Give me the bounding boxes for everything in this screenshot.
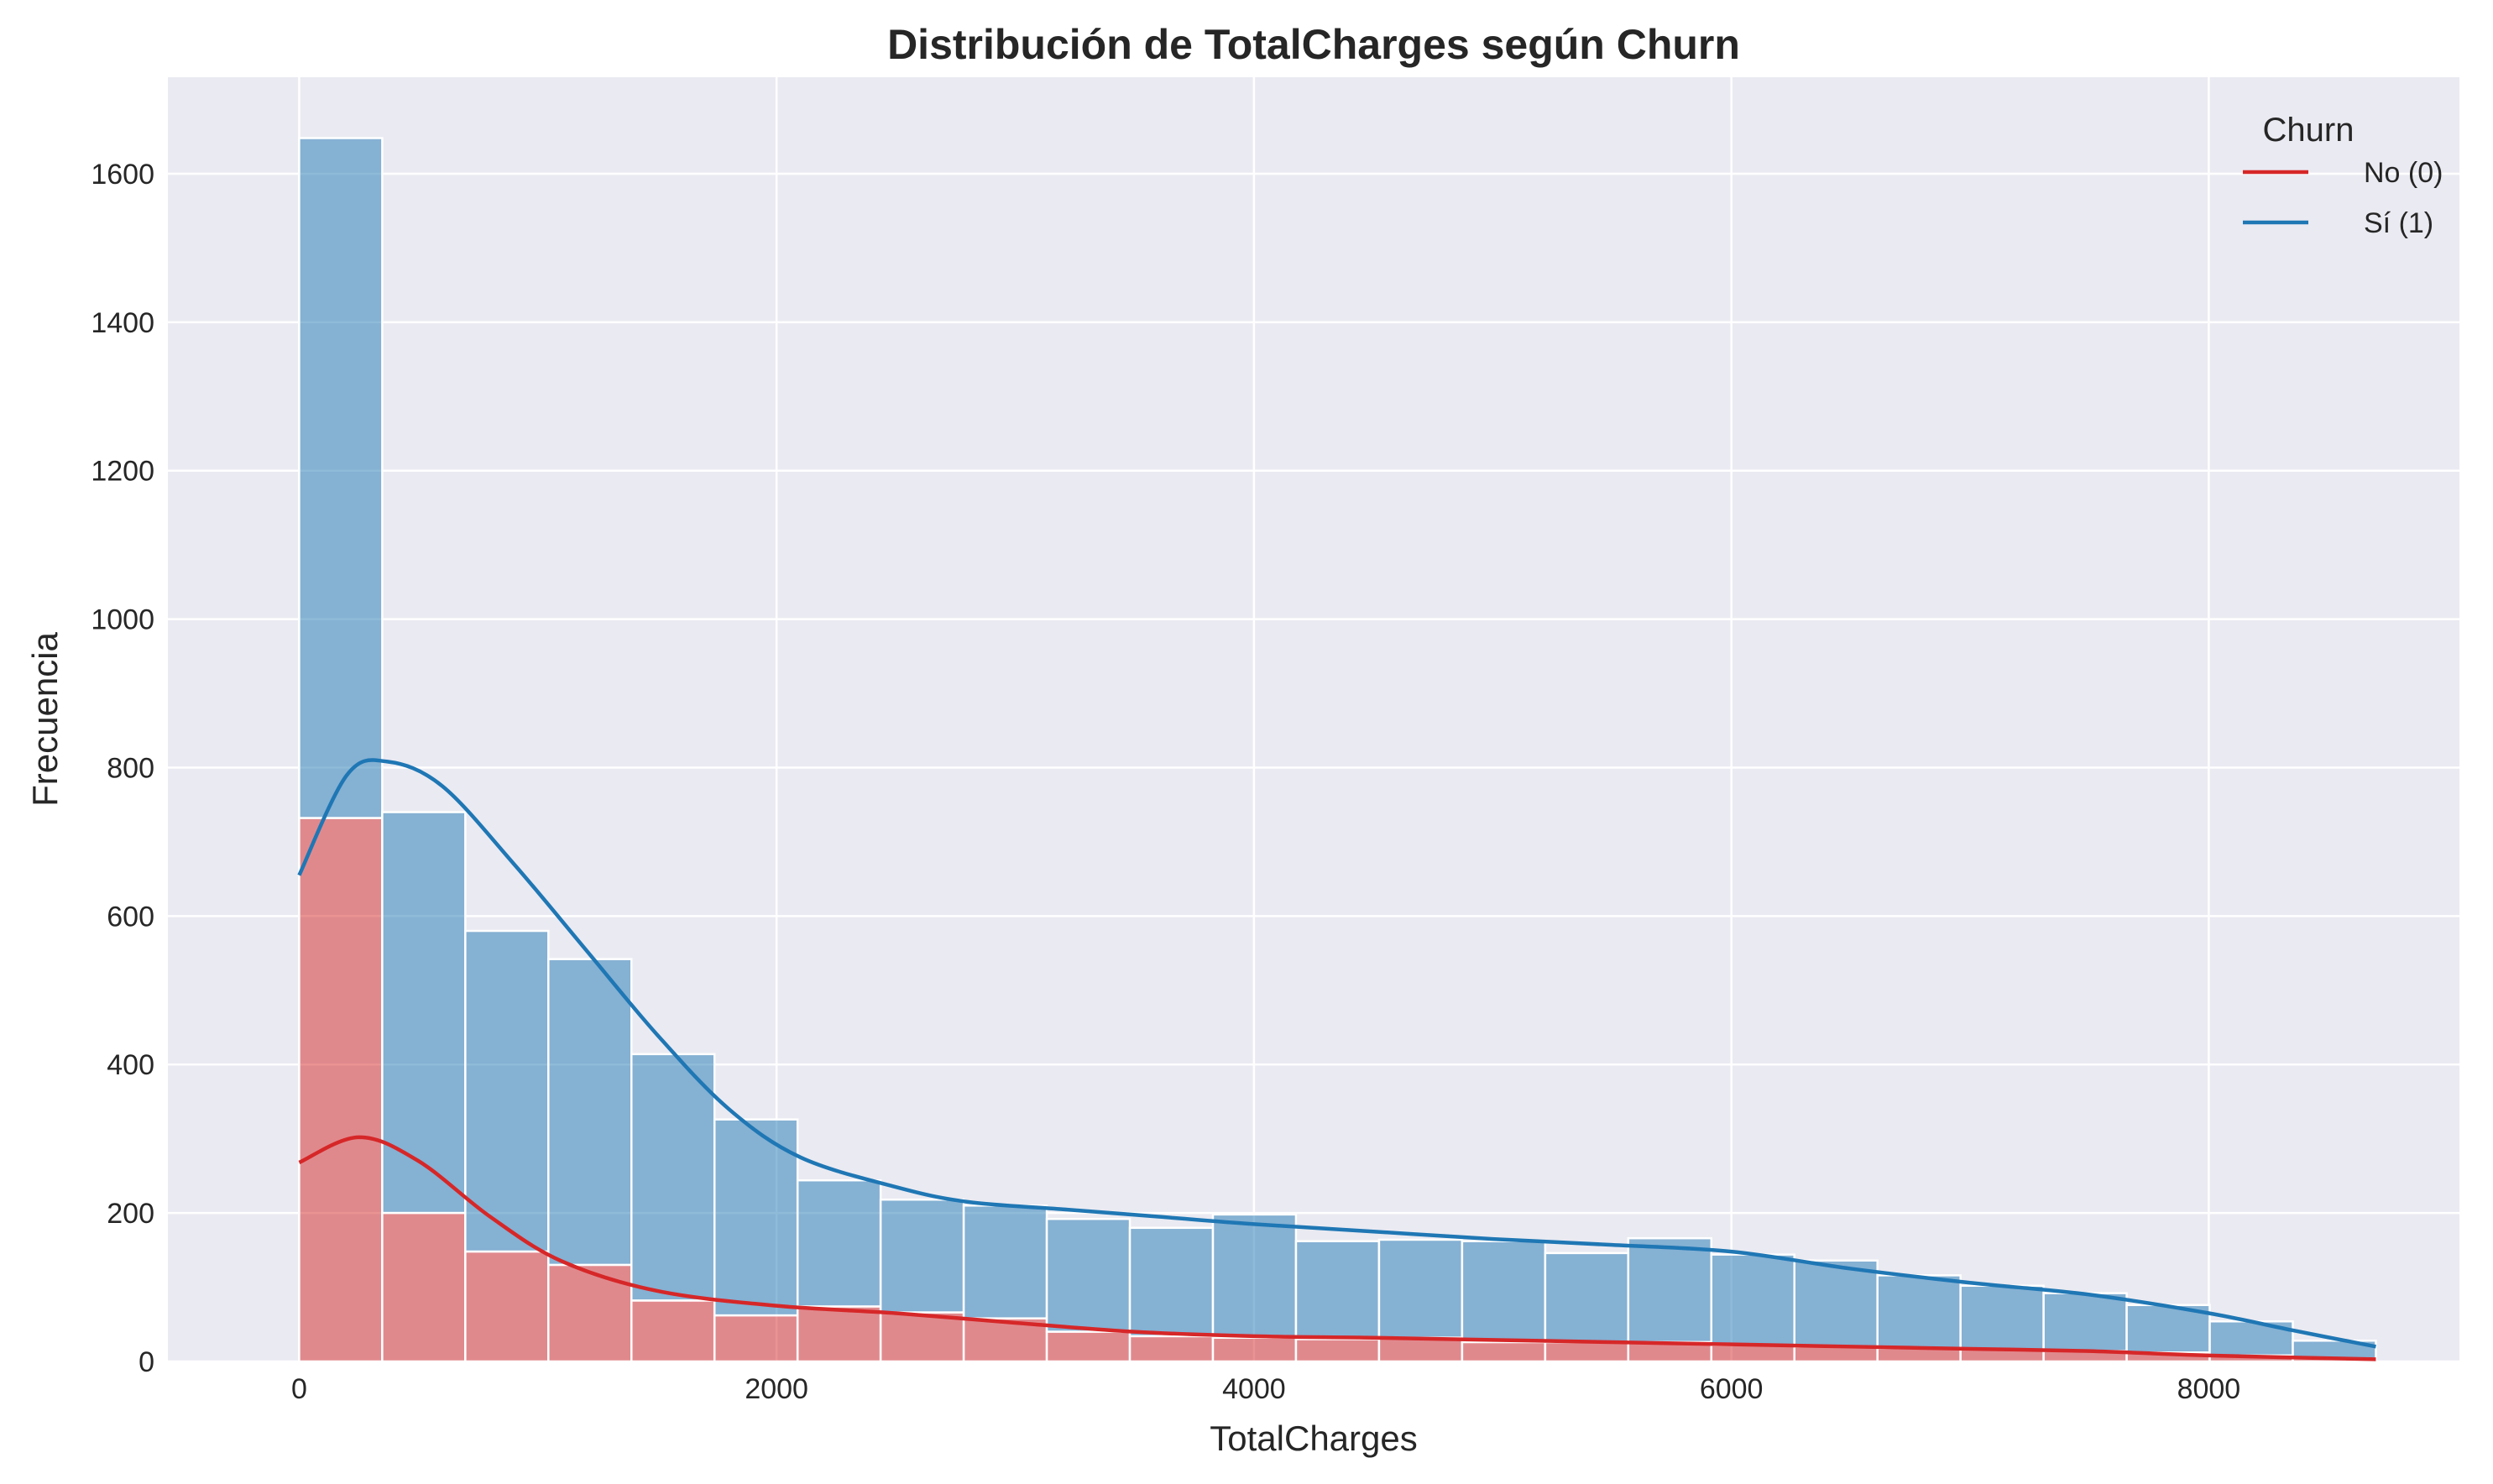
tick-labels: 0 2000 4000 6000 8000 0 200 400 600 800 1000 1200 14… [91,159,2240,1405]
legend: Churn No (0) Sí (1) [2243,112,2443,239]
y-tick-label: 1200 [91,456,154,488]
bar-si-5 [713,1118,799,1317]
bar-no-13 [1377,1336,1464,1363]
bar-si-15 [1544,1251,1630,1344]
y-tick-label: 1600 [91,159,154,191]
bar-si-16 [1627,1236,1713,1344]
kde-line-no [298,1135,2376,1361]
bar-no-10 [1128,1335,1215,1363]
bar-si-12 [1294,1240,1381,1340]
bar-si-2 [464,929,550,1253]
y-tick-label: 400 [107,1049,154,1081]
histogram-bars [298,137,2377,1363]
bar-si-8 [962,1204,1048,1319]
y-tick-label: 1400 [91,307,154,339]
bar-no-7 [879,1311,965,1363]
bar-no-0 [298,817,384,1363]
bar-si-17 [1710,1253,1795,1346]
bar-no-6 [796,1305,882,1363]
bar-no-4 [630,1299,716,1363]
x-tick-label: 0 [291,1373,307,1405]
bar-si-7 [879,1198,965,1314]
bar-si-6 [796,1178,882,1308]
kde-curves [297,758,2376,1361]
x-tick-label: 4000 [1222,1373,1286,1405]
bar-si-14 [1461,1240,1547,1344]
kde-line-si [297,758,2376,1349]
bar-si-4 [630,1053,716,1302]
bar-si-11 [1211,1213,1298,1339]
x-tick-label: 8000 [2177,1373,2241,1405]
bar-si-10 [1128,1226,1215,1338]
bar-si-18 [1793,1259,1879,1348]
bar-si-1 [381,811,467,1215]
bar-no-12 [1294,1338,1381,1363]
bar-no-15 [1544,1340,1630,1363]
bar-no-2 [464,1250,550,1363]
x-axis-label: TotalCharges [1210,1419,1417,1458]
bar-no-11 [1211,1336,1298,1363]
bar-no-1 [381,1211,467,1363]
bar-no-5 [713,1314,799,1363]
y-tick-label: 1000 [91,604,154,636]
y-tick-label: 800 [107,752,154,784]
y-axis-label: Frecuencia [25,631,65,806]
bar-no-9 [1045,1330,1132,1363]
bar-no-3 [547,1263,633,1363]
bar-si-9 [1045,1217,1132,1333]
bar-si-19 [1876,1274,1962,1350]
bar-no-14 [1461,1340,1547,1363]
y-tick-label: 200 [107,1198,154,1230]
bar-no-18 [1793,1346,1879,1363]
legend-entry-0: No (0) [2364,157,2443,189]
bar-si-21 [2042,1292,2128,1352]
chart-title: Distribución de TotalCharges según Churn [887,21,1740,68]
legend-entry-1: Sí (1) [2364,207,2433,239]
bar-si-3 [547,958,633,1267]
bar-no-17 [1710,1344,1795,1363]
x-tick-label: 2000 [745,1373,808,1405]
x-tick-label: 6000 [1700,1373,1764,1405]
y-tick-label: 0 [138,1346,154,1378]
bar-si-20 [1959,1284,2045,1351]
legend-title: Churn [2263,112,2354,149]
bar-si-0 [298,137,384,819]
bar-si-13 [1377,1238,1464,1339]
y-tick-label: 600 [107,901,154,933]
